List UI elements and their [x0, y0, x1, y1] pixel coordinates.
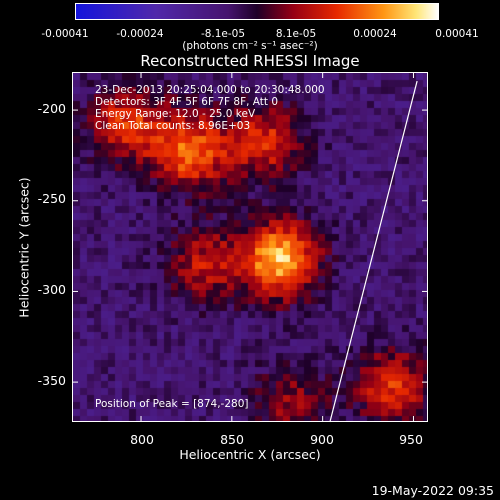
colorbar [75, 3, 439, 20]
x-tick-label: 950 [399, 432, 423, 447]
colorbar-tick: -8.1e-05 [200, 28, 246, 40]
y-tick-label: -200 [37, 101, 66, 116]
x-axis-label: Heliocentric X (arcsec) [179, 447, 321, 462]
x-tick-label: 850 [220, 432, 244, 447]
annotation-detectors: Detectors: 3F 4F 5F 6F 7F 8F, Att 0 [95, 96, 279, 108]
chart-title: Reconstructed RHESSI Image [140, 52, 360, 70]
timestamp: 19-May-2022 09:35 [371, 483, 494, 498]
colorbar-tick: -0.00024 [116, 28, 164, 40]
y-tick-label: -250 [37, 191, 66, 206]
annotation-time: 23-Dec-2013 20:25:04.000 to 20:30:48.000 [95, 84, 325, 96]
colorbar-units: (photons cm⁻² s⁻¹ asec⁻²) [182, 40, 318, 52]
x-tick-label: 800 [130, 432, 154, 447]
y-tick-label: -300 [37, 282, 66, 297]
x-tick-label: 900 [310, 432, 334, 447]
colorbar-tick: -0.00041 [41, 28, 89, 40]
annotation-peak: Position of Peak = [874,-280] [95, 398, 249, 410]
colorbar-tick: 0.00041 [435, 28, 479, 40]
colorbar-tick: 0.00024 [353, 28, 397, 40]
colorbar-tick: 8.1e-05 [275, 28, 317, 40]
y-axis-label: Heliocentric Y (arcsec) [16, 177, 32, 318]
y-tick-label: -350 [37, 373, 66, 388]
annotation-energy: Energy Range: 12.0 - 25.0 keV [95, 108, 256, 120]
annotation-counts: Clean Total counts: 8.96E+03 [95, 120, 251, 132]
